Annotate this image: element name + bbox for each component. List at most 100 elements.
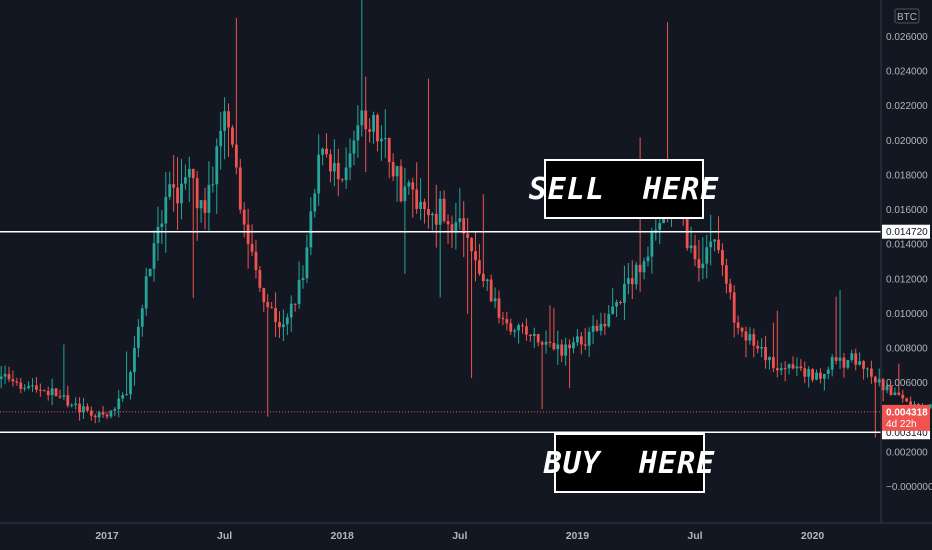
candle-body: [336, 162, 340, 180]
candle: [881, 377, 885, 402]
candle-body: [909, 401, 912, 409]
candle-body: [195, 178, 199, 209]
candle-body: [278, 322, 281, 328]
candle-body: [846, 360, 850, 368]
candle: [830, 354, 834, 377]
candle-body: [901, 394, 905, 399]
candle: [870, 360, 873, 384]
candle: [262, 287, 266, 313]
candle-body: [513, 330, 517, 332]
candle: [180, 159, 183, 220]
candle: [58, 389, 62, 399]
candle-body: [3, 374, 7, 377]
candle-body: [383, 138, 387, 140]
candle-body: [634, 264, 638, 285]
candle-body: [129, 372, 132, 395]
candle-body: [387, 138, 391, 163]
candle: [78, 397, 81, 421]
candle: [309, 197, 313, 256]
candle: [548, 305, 552, 348]
candle-body: [133, 347, 136, 373]
candle: [485, 278, 489, 291]
price-tick-label: 0.026000: [886, 32, 928, 43]
candle-body: [838, 357, 842, 361]
candle-body: [399, 166, 403, 202]
candle: [207, 161, 211, 233]
candle-body: [140, 308, 144, 327]
price-tick-label: 0.018000: [886, 170, 928, 181]
candle-body: [395, 166, 399, 177]
candle-body: [724, 265, 728, 284]
candle: [611, 288, 615, 315]
time-tick-label: Jul: [687, 530, 702, 542]
candle-body: [576, 336, 579, 343]
candle: [321, 147, 324, 166]
candle-body: [521, 325, 524, 327]
candle-body: [305, 247, 309, 279]
candle: [313, 188, 317, 218]
candle: [583, 327, 587, 351]
candle: [764, 335, 767, 369]
candle-body: [528, 334, 532, 336]
candle: [411, 177, 415, 218]
candle: [35, 377, 38, 393]
candle: [619, 300, 622, 305]
candle: [427, 78, 430, 229]
candle-body: [764, 347, 767, 361]
candle: [822, 373, 826, 391]
candle: [642, 257, 646, 280]
candle: [325, 133, 328, 158]
candle-body: [325, 148, 328, 155]
candle: [572, 336, 575, 354]
candle-body: [579, 336, 583, 345]
candle: [148, 268, 152, 277]
candle-body: [826, 369, 830, 374]
candle-body: [180, 183, 183, 204]
candle-body: [493, 298, 497, 302]
candle: [462, 201, 466, 258]
candle: [595, 319, 599, 333]
candle: [889, 385, 893, 396]
candle: [430, 212, 434, 231]
candle: [505, 311, 509, 331]
candle-body: [807, 369, 811, 377]
candle-body: [458, 218, 462, 223]
candle: [717, 216, 720, 254]
candle: [250, 224, 254, 256]
candle-body: [697, 259, 701, 269]
candle-body: [854, 353, 858, 365]
price-tick-label: 0.024000: [886, 67, 928, 78]
candle-body: [234, 144, 238, 168]
candle: [560, 339, 564, 363]
candle: [756, 340, 760, 354]
candle-body: [54, 388, 58, 397]
candle-body: [332, 162, 336, 172]
time-axis[interactable]: 2017 Jul 2018 Jul 2019 Jul 2020: [95, 530, 824, 542]
price-tick-label: 0.012000: [886, 274, 928, 285]
candle: [31, 378, 34, 392]
candle: [38, 383, 42, 397]
candle: [97, 410, 101, 423]
candle: [136, 319, 140, 358]
candle: [779, 362, 783, 376]
candle: [187, 156, 191, 202]
candle-body: [689, 245, 693, 249]
price-tick-label: 0.008000: [886, 344, 928, 355]
candle: [156, 206, 160, 261]
candle-body: [760, 347, 764, 349]
candle-body: [211, 184, 215, 186]
candle-body: [258, 270, 262, 288]
candle-body: [509, 323, 513, 332]
candle-body: [740, 327, 744, 332]
time-tick-label: 2017: [95, 530, 119, 542]
candle-body: [815, 372, 818, 380]
candle: [144, 267, 148, 316]
candle-body: [485, 279, 489, 282]
candle-body: [250, 243, 254, 252]
candle-body: [568, 344, 571, 349]
candle: [517, 323, 520, 344]
candle-body: [850, 353, 854, 361]
candle-body: [466, 233, 470, 238]
candle: [454, 202, 458, 250]
